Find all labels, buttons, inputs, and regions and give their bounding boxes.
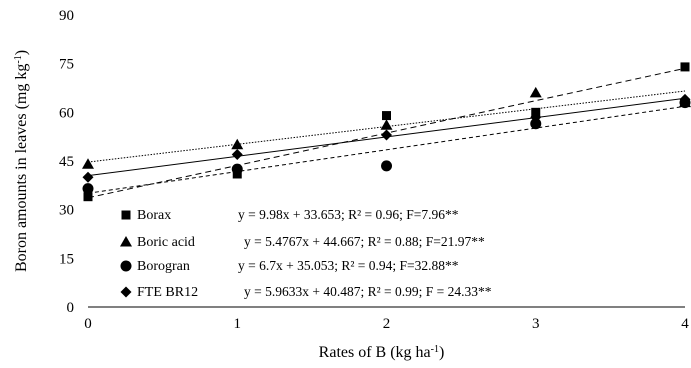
data-point-boric-acid [529,86,542,98]
y-tick-label: 45 [59,154,74,170]
data-point-fte-br12 [82,171,94,183]
data-point-fte-br12 [679,93,691,105]
y-axis-title: Boron amounts in leaves (mg kg-1) [13,50,31,272]
legend-equation: y = 9.98x + 33.653; R² = 0.96; F=7.96** [238,207,459,222]
legend: Borax y = 9.98x + 33.653; R² = 0.96; F=7.… [120,207,492,300]
data-point-borax [83,192,93,202]
legend-marker [120,260,132,272]
data-point-fte-br12 [530,111,542,123]
y-tick-label: 15 [59,251,74,267]
data-point-borogran [82,183,94,195]
data-markers [82,62,691,202]
data-point-boric-acid [231,138,244,150]
data-point-borogran [530,118,542,130]
legend-label: FTE BR12 [137,285,198,300]
x-tick-label: 4 [681,316,689,332]
x-tick-label: 2 [383,316,391,332]
data-point-fte-br12 [381,129,392,141]
x-tick-labels: 0 1 2 3 4 [84,316,689,332]
y-tick-label: 75 [59,57,74,73]
legend-marker [121,210,131,220]
x-tick-label: 3 [532,316,540,332]
x-axis-title: Rates of B (kg ha-1) [319,344,445,362]
legend-marker [120,236,132,247]
legend-marker [120,286,132,298]
data-point-borogran [231,163,243,175]
x-tick-label: 0 [84,316,92,332]
y-tick-label: 60 [59,105,74,121]
legend-label: Borogran [137,259,190,274]
data-point-boric-acid [82,158,94,169]
legend-equation: y = 5.4767x + 44.667; R² = 0.88; F=21.97… [244,234,485,249]
y-tick-label: 30 [59,203,74,219]
data-point-borax [680,62,690,72]
data-point-fte-br12 [231,149,243,161]
x-tick-label: 1 [234,316,242,332]
legend-equation: y = 6.7x + 35.053; R² = 0.94; F=32.88** [238,258,459,273]
y-tick-label: 90 [59,8,74,24]
data-point-borax [382,111,391,121]
data-point-boric-acid [380,119,393,130]
y-tick-label: 0 [67,300,75,316]
legend-label: Boric acid [137,235,195,250]
data-point-borogran [381,160,392,172]
y-tick-labels: 0 15 30 45 60 75 90 [59,8,74,316]
legend-label: Borax [137,208,171,223]
trendline-borogran [87,105,686,194]
legend-equation: y = 5.9633x + 40.487; R² = 0.99; F = 24.… [244,284,492,299]
